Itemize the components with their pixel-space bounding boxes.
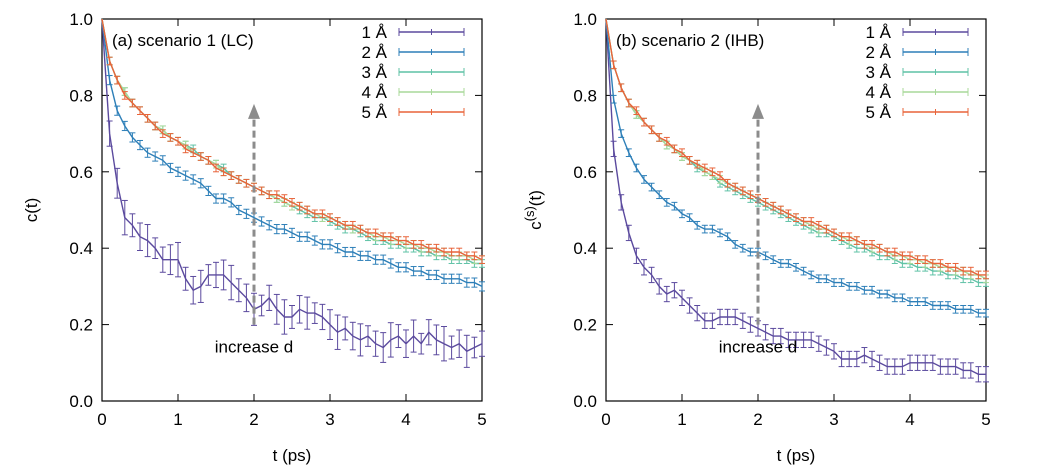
panel-b: 0 1 2 3 4 5 0.0 0.2 0.4 0.6 0.8 1.0 t (ps) c(s)(t) (b)… — [522, 10, 991, 465]
legend-label: 1 Å — [361, 23, 387, 42]
series-2 — [605, 18, 989, 318]
x-tick-label: 1 — [173, 410, 182, 429]
series-1 — [605, 18, 989, 383]
y-tick-label: 0.0 — [573, 392, 597, 411]
panel-label: (b) scenario 2 (IHB) — [616, 31, 764, 50]
series-3 — [605, 18, 989, 287]
y-tick-label: 0.2 — [573, 316, 597, 335]
legend-label: 4 Å — [361, 83, 387, 102]
x-tick-label: 0 — [97, 410, 106, 429]
x-tick-label: 2 — [753, 410, 762, 429]
y-tick-label: 0.8 — [69, 86, 93, 105]
series-5 — [605, 18, 989, 280]
x-axis-label: t (ps) — [273, 446, 312, 465]
series-4 — [101, 18, 485, 264]
x-tick-label: 4 — [401, 410, 410, 429]
series-line — [605, 18, 986, 284]
legend: 1 Å2 Å3 Å4 Å5 Å — [865, 23, 969, 122]
x-tick-label: 5 — [981, 410, 990, 429]
series-line — [101, 18, 482, 265]
x-tick-label: 2 — [249, 410, 258, 429]
y-tick-label: 0.4 — [573, 239, 597, 258]
y-tick-label: 0.8 — [573, 86, 597, 105]
legend: 1 Å2 Å3 Å4 Å5 Å — [361, 23, 465, 122]
y-axis-label: c(t) — [22, 198, 41, 223]
x-tick-label: 3 — [325, 410, 334, 429]
panel-a: 0 1 2 3 4 5 0.0 0.2 0.4 0.6 0.8 1.0 t (ps) c(t) (a) sc… — [22, 10, 487, 465]
legend-label: 4 Å — [865, 83, 891, 102]
x-tick-label: 3 — [829, 410, 838, 429]
series-2 — [101, 18, 485, 292]
legend-label: 3 Å — [361, 63, 387, 82]
x-tick-label: 0 — [601, 410, 610, 429]
legend-label: 5 Å — [361, 103, 387, 122]
increase-d-arrow — [248, 103, 260, 325]
y-tick-label: 1.0 — [69, 10, 93, 29]
series-4 — [605, 18, 989, 284]
legend-label: 5 Å — [865, 103, 891, 122]
panel-label: (a) scenario 1 (LC) — [112, 31, 254, 50]
x-tick-label: 1 — [677, 410, 686, 429]
arrow-head — [248, 103, 260, 119]
legend-label: 2 Å — [865, 43, 891, 62]
series-1 — [101, 18, 485, 368]
arrow-head — [752, 103, 764, 119]
annotation-text: increase d — [215, 338, 293, 357]
y-tick-label: 0.6 — [573, 163, 597, 182]
series-line — [101, 18, 482, 261]
plot-frame — [605, 18, 987, 402]
series-5 — [101, 18, 485, 264]
increase-d-arrow — [752, 103, 764, 325]
y-axis-label: c(s)(t) — [522, 190, 545, 230]
legend-label: 2 Å — [361, 43, 387, 62]
series-line — [605, 18, 987, 280]
series-line — [101, 18, 483, 261]
annotation-text: increase d — [719, 338, 797, 357]
y-tick-label: 0.6 — [69, 163, 93, 182]
series-line — [101, 18, 483, 353]
y-tick-label: 1.0 — [573, 10, 597, 29]
legend-label: 3 Å — [865, 63, 891, 82]
y-tick-label: 0.4 — [69, 239, 93, 258]
x-axis-label: t (ps) — [777, 446, 816, 465]
plot-frame — [101, 18, 483, 402]
y-tick-label: 0.2 — [69, 316, 93, 335]
y-tick-label: 0.0 — [69, 392, 93, 411]
series-line — [605, 18, 986, 276]
x-tick-label: 5 — [477, 410, 486, 429]
x-tick-label: 4 — [905, 410, 914, 429]
series-3 — [101, 18, 485, 268]
legend-label: 1 Å — [865, 23, 891, 42]
